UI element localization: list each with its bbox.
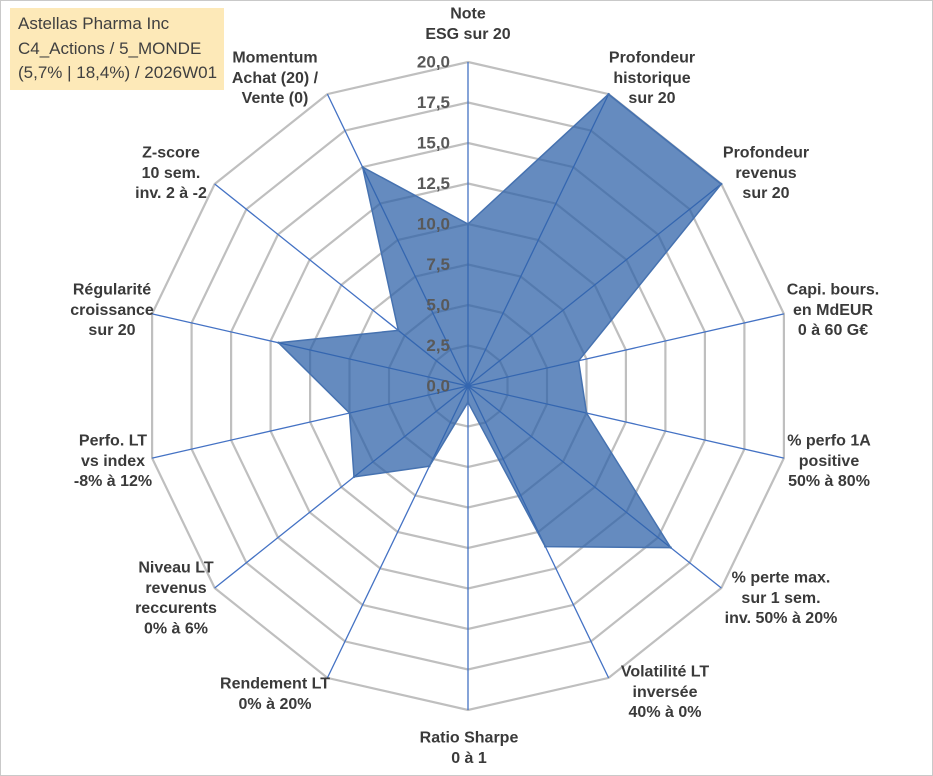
axis-label-line: sur 20 — [742, 185, 789, 202]
data-point — [577, 359, 580, 362]
axis-label-line: % perte max. — [732, 570, 831, 587]
title-line-company: Astellas Pharma Inc — [18, 14, 170, 33]
axis-label-line: reccurents — [135, 600, 217, 617]
axis-label-line: 0% à 6% — [144, 620, 208, 637]
data-point — [720, 182, 723, 186]
r-tick-label: 10,0 — [417, 215, 450, 234]
axis-label-line: Vente (0) — [242, 90, 309, 107]
axis-label-line: Niveau LT — [138, 560, 214, 577]
axis-label-line: % perfo 1A — [787, 433, 871, 450]
title-box: Astellas Pharma Inc C4_Actions / 5_MONDE… — [10, 8, 224, 90]
axis-label: Régularité croissance sur 20 — [70, 282, 154, 340]
axis-label: Rendement LT 0% à 20% — [220, 676, 330, 713]
r-tick-label: 20,0 — [417, 53, 450, 72]
axis-label-line: inv. 50% à 20% — [725, 610, 838, 627]
axis-label-line: en MdEUR — [793, 302, 873, 319]
axis-label: Niveau LT revenus reccurents 0% à 6% — [135, 560, 217, 638]
axis-label-line: positive — [799, 453, 860, 470]
axis-label-line: inv. 2 à -2 — [135, 185, 207, 202]
axis-label-line: croissance — [70, 302, 154, 319]
axis-label-line: vs index — [81, 453, 145, 470]
axis-label-line: Ratio Sharpe — [420, 730, 519, 747]
axis-label: % perfo 1A positive 50% à 80% — [787, 433, 871, 491]
axis-label-line: Profondeur — [723, 145, 809, 162]
axis-label-line: Rendement LT — [220, 676, 330, 693]
axis-label-line: 50% à 80% — [788, 473, 870, 490]
axis-label-line: sur 20 — [628, 90, 675, 107]
axis-label-line: Capi. bours. — [787, 282, 879, 299]
data-point — [466, 401, 470, 404]
axis-label: Volatilité LT inversée 40% à 0% — [621, 664, 710, 722]
axis-label: Profondeur revenus sur 20 — [723, 145, 809, 203]
data-point — [397, 329, 400, 332]
axis-label-line: revenus — [735, 165, 796, 182]
r-tick-label: 17,5 — [417, 93, 450, 112]
axis-label-line: Momentum — [232, 50, 317, 67]
axis-label-line: -8% à 12% — [74, 473, 152, 490]
data-point — [277, 341, 280, 344]
axis-label-line: Achat (20) / — [232, 70, 319, 87]
r-tick-label: 7,5 — [426, 255, 450, 274]
axis-label: Momentum Achat (20) / Vente (0) — [232, 50, 319, 108]
axis-label-line: Profondeur — [609, 50, 695, 67]
axis-label-line: Volatilité LT — [621, 664, 710, 681]
axis-label-line: 0 à 60 G€ — [798, 322, 868, 339]
axis-label-line: 0 à 1 — [451, 750, 487, 767]
axis-label-line: 10 sem. — [142, 165, 201, 182]
title-line-period: (5,7% | 18,4%) / 2026W01 — [18, 63, 218, 82]
axis-label-line: inversée — [633, 684, 698, 701]
axis-label: Perfo. LT vs index -8% à 12% — [74, 433, 152, 491]
data-point — [585, 411, 588, 415]
axis-label: % perte max. sur 1 sem. inv. 50% à 20% — [725, 570, 838, 628]
axis-label-line: sur 1 sem. — [741, 590, 820, 607]
axis-label: Z-score 10 sem. inv. 2 à -2 — [135, 145, 207, 203]
title-line-category: C4_Actions / 5_MONDE — [18, 38, 202, 58]
axis-label-line: Perfo. LT — [79, 433, 147, 450]
data-point — [428, 465, 431, 468]
axis-label-line: sur 20 — [88, 322, 135, 339]
axis-label-layer: Note ESG sur 20 Profondeur historique sur 20… — [70, 6, 879, 767]
axis-label-line: 40% à 0% — [629, 704, 702, 721]
axis-label: Ratio Sharpe 0 à 1 — [420, 730, 519, 767]
r-tick-label: 2,5 — [426, 336, 450, 355]
data-point — [607, 92, 610, 96]
data-point — [348, 411, 351, 415]
r-tick-label: 15,0 — [417, 134, 450, 153]
axis-label-line: Régularité — [73, 282, 151, 299]
r-tick-label: 5,0 — [426, 296, 450, 315]
axis-label-line: ESG sur 20 — [425, 26, 510, 43]
data-point — [669, 546, 672, 549]
series-layer — [277, 92, 723, 549]
axis-label: Note ESG sur 20 — [425, 6, 510, 43]
data-point — [544, 545, 547, 548]
data-point — [361, 165, 364, 169]
axis-label-line: revenus — [145, 580, 206, 597]
r-tick-label: 0,0 — [426, 377, 450, 396]
axis-label-line: Note — [450, 6, 486, 23]
axis-label: Profondeur historique sur 20 — [609, 50, 695, 108]
r-tick-label: 12,5 — [417, 174, 450, 193]
r-tick-label-layer: 0,0 2,5 5,0 7,5 10,0 12,5 15,0 17,5 20,0 — [417, 53, 450, 396]
data-point — [466, 222, 470, 226]
axis-label-line: historique — [613, 70, 690, 87]
axis-label-line: 0% à 20% — [239, 696, 312, 713]
axis-label: Capi. bours. en MdEUR 0 à 60 G€ — [787, 282, 879, 340]
data-point — [352, 475, 356, 479]
axis-label-line: Z-score — [142, 145, 200, 162]
